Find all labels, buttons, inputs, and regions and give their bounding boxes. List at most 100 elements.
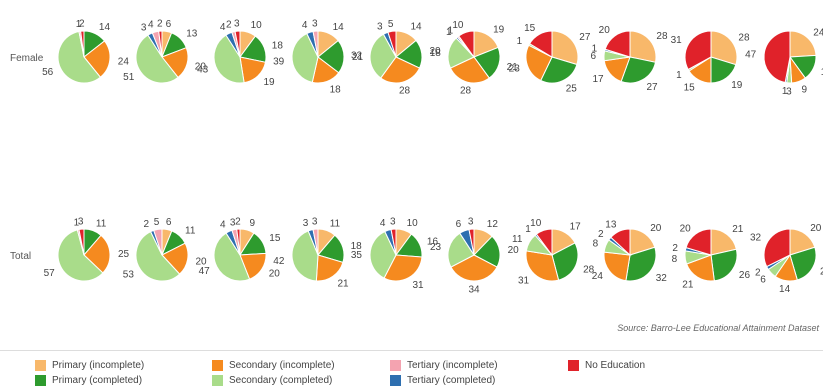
slice-label-total-10-no-education: 32 xyxy=(750,233,762,244)
slice-female-10-primary-incomplete[interactable] xyxy=(789,30,817,58)
slice-label-total-1-no-education: 3 xyxy=(78,217,84,228)
slice-female-8-primary-complete[interactable] xyxy=(620,56,657,84)
slice-total-6-no-education[interactable] xyxy=(468,228,475,256)
slice-label-total-4-primary-incomplete: 11 xyxy=(330,219,341,230)
slice-total-1-secondary-incomplete[interactable] xyxy=(83,234,111,274)
pie-total-1: 11 25 57 13 xyxy=(44,217,130,282)
pie-female-2: 6 13 20 51 3 4 2 xyxy=(123,19,206,84)
slice-total-6-secondary-complete[interactable] xyxy=(447,232,475,268)
slice-female-1-no-education[interactable] xyxy=(80,30,85,58)
slice-label-female-6-tertiary-incomplete: 1 xyxy=(448,26,454,37)
slice-label-female-3-tertiary-complete: 4 xyxy=(220,22,226,33)
slice-label-total-5-primary-incomplete: 10 xyxy=(407,218,419,229)
slice-label-female-7-secondary-complete: 1 xyxy=(517,36,523,47)
slice-label-total-7-primary-incomplete: 17 xyxy=(570,221,582,232)
slice-total-9-no-education[interactable] xyxy=(685,228,712,256)
slice-female-6-primary-complete[interactable] xyxy=(473,46,501,79)
legend-item-no-education[interactable]: No Education xyxy=(568,360,645,371)
slice-female-7-primary-complete[interactable] xyxy=(540,56,578,84)
slice-label-female-6-tertiary-complete: 1 xyxy=(446,27,452,38)
slice-female-9-primary-incomplete[interactable] xyxy=(710,30,738,66)
slice-label-female-1-tertiary-incomplete: 1 xyxy=(76,19,82,30)
slice-female-2-secondary-complete[interactable] xyxy=(135,34,179,84)
slice-total-2-tertiary-incomplete[interactable] xyxy=(153,228,163,256)
slice-total-1-no-education[interactable] xyxy=(78,228,85,256)
slice-label-female-3-primary-complete: 18 xyxy=(272,40,284,51)
slice-female-6-secondary-incomplete[interactable] xyxy=(449,56,490,84)
slice-label-total-4-secondary-incomplete: 21 xyxy=(338,278,350,289)
slice-total-10-no-education[interactable] xyxy=(763,228,791,268)
slice-label-total-3-tertiary-complete: 4 xyxy=(220,220,226,231)
slice-total-5-no-education[interactable] xyxy=(390,228,397,256)
slice-total-7-no-education[interactable] xyxy=(535,228,553,257)
slice-label-female-3-secondary-complete: 43 xyxy=(197,65,209,76)
slice-total-5-secondary-incomplete[interactable] xyxy=(383,254,423,282)
slice-female-3-no-education[interactable] xyxy=(234,30,241,58)
slice-female-8-no-education[interactable] xyxy=(604,30,631,58)
slice-total-4-secondary-incomplete[interactable] xyxy=(315,254,344,282)
legend-item-tertiary-incomplete[interactable]: Tertiary (incomplete) xyxy=(390,360,498,371)
slice-label-female-1-secondary-incomplete: 24 xyxy=(118,56,130,67)
slice-female-5-no-education[interactable] xyxy=(387,30,397,58)
slice-label-female-2-tertiary-complete: 3 xyxy=(141,22,147,33)
slice-female-5-secondary-incomplete[interactable] xyxy=(380,56,421,84)
slice-label-total-6-tertiary-complete: 6 xyxy=(456,219,462,230)
slice-label-total-3-secondary-incomplete: 20 xyxy=(269,269,281,280)
slice-female-10-no-education[interactable] xyxy=(763,30,791,84)
legend-item-primary-completed[interactable]: Primary (completed) xyxy=(35,375,142,386)
slice-total-7-primary-complete[interactable] xyxy=(551,242,579,281)
legend-label-secondary-incomplete: Secondary (incomplete) xyxy=(229,360,335,371)
slice-female-1-secondary-complete[interactable] xyxy=(57,30,102,84)
slice-label-female-10-no-education: 47 xyxy=(745,49,757,60)
slice-total-8-primary-complete[interactable] xyxy=(625,246,657,282)
slice-label-female-4-tertiary-incomplete: 3 xyxy=(312,19,318,30)
slice-total-5-secondary-complete[interactable] xyxy=(369,230,397,279)
slice-label-total-5-tertiary-complete: 4 xyxy=(380,218,386,229)
slice-total-9-primary-incomplete[interactable] xyxy=(710,228,737,256)
slice-total-4-tertiary-incomplete[interactable] xyxy=(312,228,319,256)
slice-female-4-tertiary-incomplete[interactable] xyxy=(312,30,319,58)
slice-total-3-secondary-complete[interactable] xyxy=(213,232,251,282)
legend-item-tertiary-completed[interactable]: Tertiary (completed) xyxy=(390,375,495,386)
slice-total-3-no-education[interactable] xyxy=(236,228,241,256)
slice-label-female-5-secondary-incomplete: 28 xyxy=(399,85,411,96)
slice-female-9-no-education[interactable] xyxy=(684,30,712,71)
slice-label-total-3-primary-complete: 15 xyxy=(269,233,281,244)
legend-item-secondary-completed[interactable]: Secondary (completed) xyxy=(212,375,332,386)
slice-label-female-4-secondary-incomplete: 18 xyxy=(330,84,342,95)
slice-female-2-no-education[interactable] xyxy=(158,30,163,58)
slice-total-7-secondary-incomplete[interactable] xyxy=(525,250,560,282)
legend-item-secondary-incomplete[interactable]: Secondary (incomplete) xyxy=(212,360,335,371)
slice-label-total-10-secondary-complete: 6 xyxy=(760,274,766,285)
slice-label-total-6-secondary-incomplete: 34 xyxy=(468,285,480,296)
slice-female-5-secondary-complete[interactable] xyxy=(369,33,397,79)
slice-label-female-10-tertiary-complete: 1 xyxy=(782,86,788,97)
slice-label-total-4-secondary-complete: 42 xyxy=(273,256,285,267)
pie-female-3: 10 18 19 43 4 2 3 xyxy=(197,19,283,88)
slice-total-8-secondary-incomplete[interactable] xyxy=(603,251,631,282)
slice-female-3-secondary-complete[interactable] xyxy=(213,34,245,84)
legend-swatch-secondary-completed xyxy=(212,375,223,386)
slice-female-4-secondary-complete[interactable] xyxy=(291,32,319,83)
slice-label-female-1-primary-complete: 14 xyxy=(99,22,111,33)
slice-female-7-no-education[interactable] xyxy=(528,30,553,58)
legend-label-secondary-completed: Secondary (completed) xyxy=(229,375,333,386)
slice-label-female-6-no-education: 10 xyxy=(452,20,464,31)
legend-swatch-primary-completed xyxy=(35,375,46,386)
slice-total-9-primary-complete[interactable] xyxy=(710,248,738,282)
slice-label-total-7-no-education: 10 xyxy=(530,218,542,229)
slice-female-4-primary-complete[interactable] xyxy=(317,39,345,74)
slice-total-8-no-education[interactable] xyxy=(610,228,631,257)
legend-item-primary-incomplete[interactable]: Primary (incomplete) xyxy=(35,360,144,371)
slice-total-1-secondary-complete[interactable] xyxy=(57,229,104,282)
slice-female-7-primary-incomplete[interactable] xyxy=(551,30,579,66)
slice-female-8-primary-incomplete[interactable] xyxy=(629,30,657,63)
slice-total-4-secondary-complete[interactable] xyxy=(291,230,319,282)
slice-total-10-primary-complete[interactable] xyxy=(789,246,817,281)
slice-female-1-secondary-incomplete[interactable] xyxy=(83,40,111,78)
slice-label-total-10-tertiary-complete: 2 xyxy=(755,268,761,279)
slice-total-2-secondary-complete[interactable] xyxy=(135,230,181,282)
slice-female-6-no-education[interactable] xyxy=(458,30,475,59)
